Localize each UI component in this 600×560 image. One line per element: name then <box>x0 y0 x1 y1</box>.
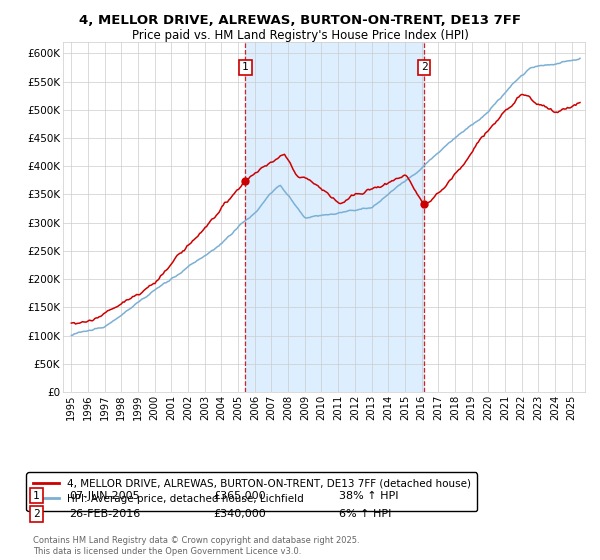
Text: 2: 2 <box>33 509 40 519</box>
Text: 1: 1 <box>242 62 249 72</box>
Text: £365,000: £365,000 <box>213 491 266 501</box>
Text: 07-JUN-2005: 07-JUN-2005 <box>69 491 140 501</box>
Text: £340,000: £340,000 <box>213 509 266 519</box>
Text: Contains HM Land Registry data © Crown copyright and database right 2025.
This d: Contains HM Land Registry data © Crown c… <box>33 536 359 556</box>
Text: 1: 1 <box>33 491 40 501</box>
Text: 38% ↑ HPI: 38% ↑ HPI <box>339 491 398 501</box>
Bar <box>245 42 424 392</box>
Text: 6% ↑ HPI: 6% ↑ HPI <box>339 509 391 519</box>
Text: 4, MELLOR DRIVE, ALREWAS, BURTON-ON-TRENT, DE13 7FF: 4, MELLOR DRIVE, ALREWAS, BURTON-ON-TREN… <box>79 14 521 27</box>
Text: 26-FEB-2016: 26-FEB-2016 <box>69 509 140 519</box>
Text: 2: 2 <box>421 62 428 72</box>
Legend: 4, MELLOR DRIVE, ALREWAS, BURTON-ON-TRENT, DE13 7FF (detached house), HPI: Avera: 4, MELLOR DRIVE, ALREWAS, BURTON-ON-TREN… <box>26 473 478 511</box>
Text: Price paid vs. HM Land Registry's House Price Index (HPI): Price paid vs. HM Land Registry's House … <box>131 29 469 42</box>
